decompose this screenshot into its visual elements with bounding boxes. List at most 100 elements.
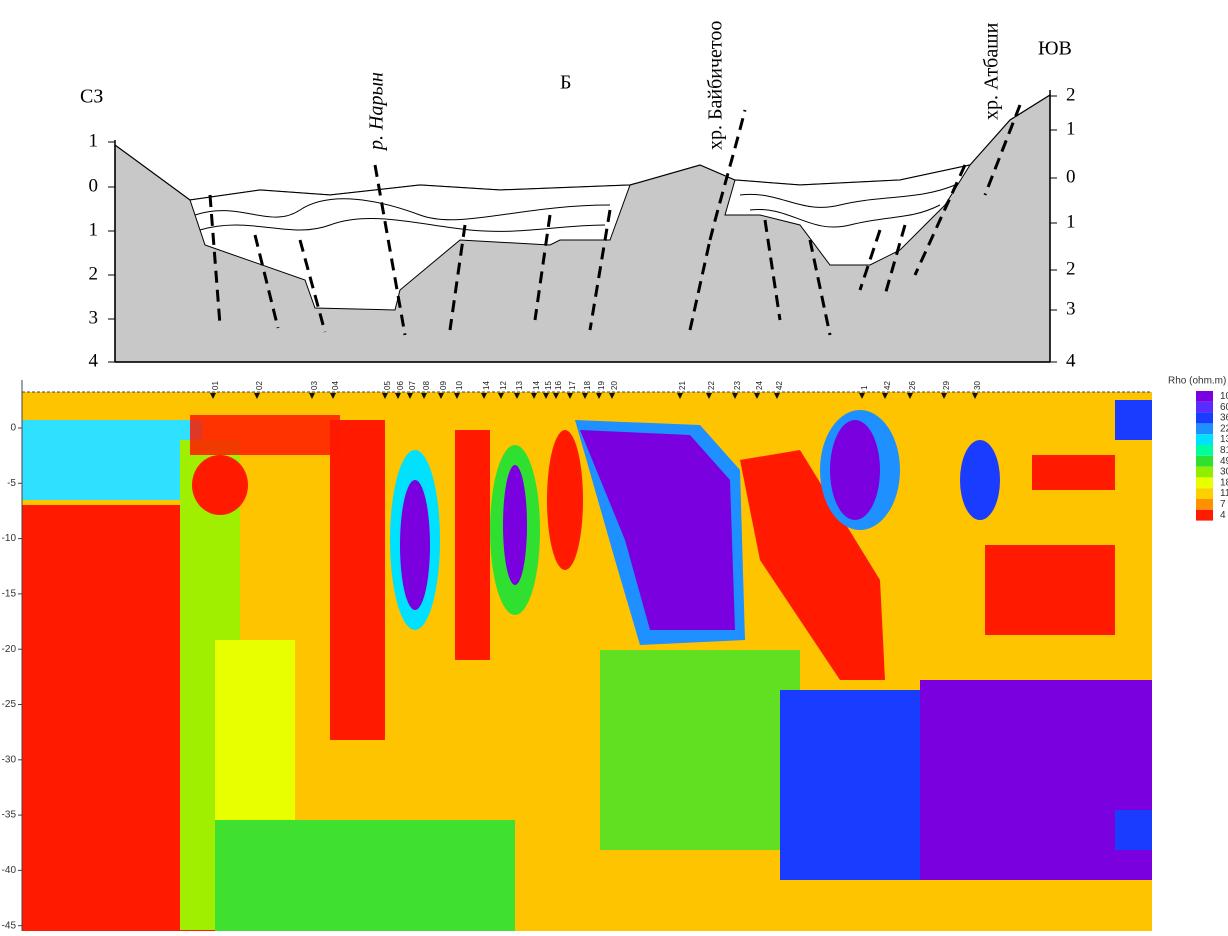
station-marker bbox=[596, 393, 602, 399]
right-axis-label: 2 bbox=[1066, 84, 1076, 105]
left-axis-label: 4 bbox=[89, 350, 99, 371]
station-marker bbox=[774, 393, 780, 399]
station-marker bbox=[609, 393, 615, 399]
fault bbox=[588, 209, 612, 331]
y-axis-label: -45 bbox=[2, 920, 17, 931]
legend-swatch bbox=[1196, 434, 1213, 445]
left-axis-label: 1 bbox=[89, 130, 99, 151]
fault bbox=[688, 239, 712, 331]
fault bbox=[208, 194, 222, 326]
y-axis-label: -15 bbox=[2, 589, 17, 600]
legend-label: 11 bbox=[1220, 488, 1228, 499]
station-label: 14 bbox=[532, 381, 541, 390]
station-label: 24 bbox=[755, 381, 764, 390]
fault bbox=[763, 219, 782, 321]
station-label: 20 bbox=[610, 381, 619, 390]
fault bbox=[808, 239, 832, 336]
y-axis-label: -35 bbox=[2, 810, 17, 821]
y-axis-label: -20 bbox=[2, 644, 17, 655]
station-label: 13 bbox=[515, 381, 524, 390]
station-marker bbox=[254, 393, 260, 399]
station-label: 22 bbox=[707, 381, 716, 390]
label-b: Б bbox=[560, 72, 571, 94]
station-label: 03 bbox=[310, 381, 319, 390]
station-label: 29 bbox=[942, 381, 951, 390]
station-marker bbox=[882, 393, 888, 399]
label-atbashi: хр. Атбаши bbox=[981, 22, 1003, 120]
fault bbox=[858, 229, 882, 291]
station-marker bbox=[498, 393, 504, 399]
legend-swatch bbox=[1196, 445, 1213, 456]
station-label: 02 bbox=[255, 381, 264, 390]
station-marker bbox=[514, 393, 520, 399]
right-axis-label: 2 bbox=[1066, 258, 1076, 279]
legend-swatch bbox=[1196, 412, 1213, 424]
y-axis-label: -30 bbox=[2, 754, 17, 765]
y-axis-label: -25 bbox=[2, 699, 17, 710]
legend-swatch bbox=[1196, 401, 1213, 413]
station-label: 17 bbox=[568, 381, 577, 390]
station-marker bbox=[972, 393, 978, 399]
station-label: 08 bbox=[422, 381, 431, 390]
fault bbox=[298, 239, 327, 333]
label-se: ЮВ bbox=[1038, 38, 1072, 60]
left-axis-label: 0 bbox=[89, 175, 99, 196]
station-label: 01 bbox=[211, 381, 220, 390]
label-naryn: р. Нарын bbox=[366, 72, 388, 152]
legend-swatch bbox=[1196, 391, 1213, 402]
layer bbox=[739, 184, 956, 208]
fault bbox=[883, 224, 907, 296]
right-axis-label: 1 bbox=[1066, 118, 1076, 139]
station-label: 05 bbox=[383, 381, 392, 390]
station-label: 07 bbox=[408, 381, 417, 390]
legend-swatch bbox=[1196, 509, 1213, 521]
station-marker bbox=[481, 393, 487, 399]
legend-label: 30 bbox=[1220, 467, 1228, 478]
left-axis-label: 1 bbox=[89, 219, 99, 240]
layer bbox=[199, 218, 606, 232]
legend-title: Rho (ohm.m) bbox=[1168, 376, 1226, 387]
station-marker bbox=[754, 393, 760, 399]
label-nw: СЗ bbox=[80, 86, 103, 108]
station-label: 42 bbox=[775, 381, 784, 390]
fault bbox=[253, 234, 280, 329]
fault bbox=[913, 164, 967, 276]
legend-label: 18 bbox=[1220, 477, 1228, 488]
legend-label: 222 bbox=[1220, 423, 1228, 434]
right-axis-label: 3 bbox=[1066, 298, 1076, 319]
station-marker bbox=[531, 393, 537, 399]
legend-label: 366 bbox=[1220, 413, 1228, 424]
station-label: 19 bbox=[597, 381, 606, 390]
station-label: 10 bbox=[455, 381, 464, 390]
geologic-section: СЗ ЮВ Б р. Нарын хр. Байбичетоо хр. Атба… bbox=[80, 21, 1072, 363]
station-marker bbox=[941, 393, 947, 399]
station-marker bbox=[454, 393, 460, 399]
station-label: 09 bbox=[439, 381, 448, 390]
station-label: 30 bbox=[973, 381, 982, 390]
station-marker bbox=[421, 393, 427, 399]
legend-label: 134 bbox=[1220, 434, 1228, 445]
station-label: 06 bbox=[396, 381, 405, 390]
station-label: 21 bbox=[678, 381, 687, 390]
station-marker bbox=[543, 393, 549, 399]
station-label: 14 bbox=[482, 381, 491, 390]
legend-swatch bbox=[1196, 423, 1213, 435]
right-axis-label: 1 bbox=[1066, 211, 1076, 232]
station-marker bbox=[732, 393, 738, 399]
right-axis-label: 0 bbox=[1066, 166, 1076, 187]
station-marker bbox=[859, 393, 865, 399]
station-marker bbox=[706, 393, 712, 399]
station-label: 26 bbox=[908, 381, 917, 390]
station-label: 23 bbox=[733, 381, 742, 390]
legend-swatch bbox=[1196, 477, 1213, 489]
right-axis-label: 4 bbox=[1066, 350, 1076, 371]
station-marker bbox=[395, 393, 401, 399]
station-marker bbox=[438, 393, 444, 399]
legend-swatch bbox=[1196, 466, 1213, 478]
station-marker bbox=[567, 393, 573, 399]
left-axis-label: 3 bbox=[89, 307, 99, 328]
legend-label: 81 bbox=[1220, 445, 1228, 456]
y-axis-label: 0 bbox=[10, 423, 16, 434]
legend-swatch bbox=[1196, 499, 1213, 510]
